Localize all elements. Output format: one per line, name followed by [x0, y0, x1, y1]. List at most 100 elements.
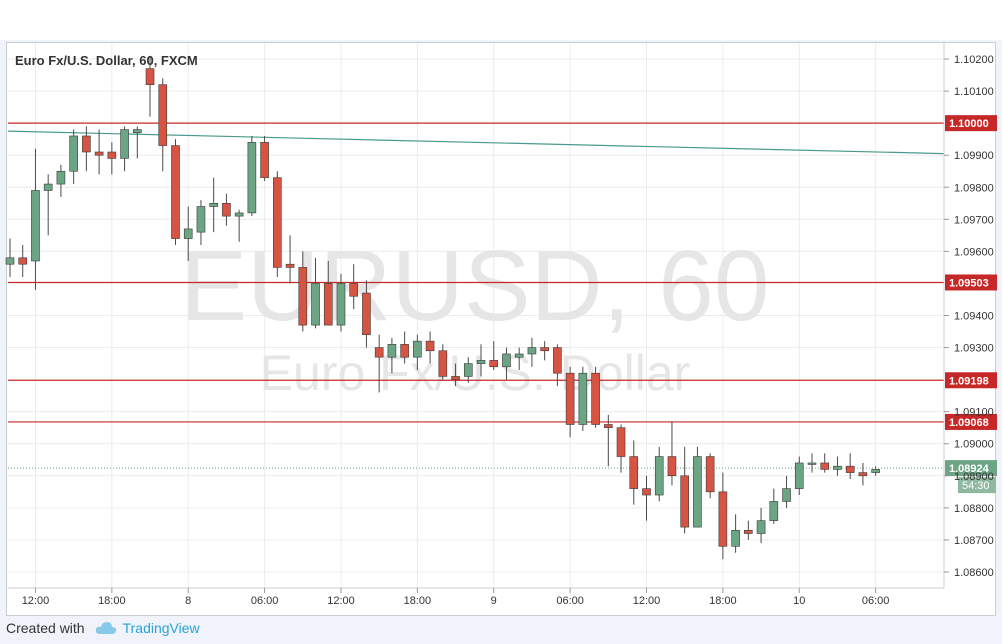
candle-bullish — [654, 456, 664, 496]
candle-bullish — [476, 360, 486, 364]
y-tick-label: 1.09400 — [954, 311, 994, 323]
candle-bearish — [323, 283, 333, 326]
candle-bearish — [425, 340, 435, 352]
candle-bearish — [158, 84, 168, 146]
candle-bullish — [69, 135, 78, 172]
y-tick-label: 1.08900 — [954, 471, 994, 483]
candle-bullish — [833, 465, 842, 470]
candle-bearish — [680, 475, 689, 528]
candle-bearish — [374, 347, 384, 358]
candle-bullish — [871, 469, 880, 473]
candle-bullish — [794, 462, 804, 489]
candle-bullish — [56, 170, 66, 185]
level-price-tag — [945, 413, 997, 430]
current-price-tag — [945, 460, 997, 477]
candle-bearish — [642, 488, 651, 496]
candle-bullish — [413, 340, 422, 358]
x-tick-label: 06:00 — [556, 595, 584, 607]
candle-bearish — [349, 283, 359, 297]
candle-bullish — [807, 462, 817, 465]
candle-bullish — [336, 283, 346, 326]
level-price-tag — [945, 274, 997, 291]
tradingview-link[interactable]: TradingView — [122, 620, 200, 636]
candle-bullish — [31, 190, 40, 262]
candle-bullish — [43, 183, 53, 191]
watermark-layer: EURUSD, 60 Euro Fx/U.S. Dollar — [180, 230, 769, 401]
watermark-name: Euro Fx/U.S. Dollar — [260, 345, 691, 401]
candle-bearish — [667, 456, 677, 477]
y-tick-label: 1.08600 — [954, 567, 994, 579]
candle-bearish — [629, 456, 639, 489]
candle-bullish — [209, 202, 218, 207]
candle-bullish — [247, 142, 257, 214]
candle-bearish — [553, 347, 562, 374]
y-tick-label: 1.10100 — [954, 86, 994, 98]
trend-line — [7, 130, 945, 155]
current-price-label: 1.08924 — [949, 463, 990, 475]
candle-bullish — [782, 488, 791, 502]
candle-bullish — [731, 529, 740, 547]
level-price-label: 1.09068 — [949, 417, 989, 429]
x-tick-label: 8 — [185, 595, 191, 607]
candle-bullish — [311, 283, 320, 326]
created-with-text: Created with — [6, 620, 85, 636]
candle-bearish — [744, 529, 753, 534]
candle-bearish — [858, 472, 868, 477]
candle-bullish — [693, 456, 702, 528]
candle-bearish — [845, 465, 855, 473]
candle-bearish — [400, 344, 409, 358]
candle-bullish — [5, 257, 15, 265]
level-price-label: 1.10000 — [949, 118, 989, 130]
x-tick-label: 18:00 — [404, 595, 432, 607]
candle-bullish — [183, 228, 193, 239]
candle-bearish — [705, 456, 715, 493]
candle-bearish — [260, 142, 269, 178]
candle-bearish — [451, 376, 460, 380]
level-price-label: 1.09503 — [949, 277, 989, 289]
x-tick-label: 9 — [491, 595, 497, 607]
grid-layer — [8, 43, 944, 588]
level-price-tag — [945, 372, 997, 389]
candles-layer — [5, 55, 880, 560]
candle-bearish — [540, 347, 549, 352]
candle-bearish — [222, 202, 231, 217]
x-tick-label: 12:00 — [327, 595, 355, 607]
y-tick-label: 1.09700 — [954, 214, 994, 226]
candle-bullish — [578, 372, 588, 425]
x-tick-label: 06:00 — [862, 595, 890, 607]
candle-bearish — [171, 145, 180, 239]
candle-bearish — [298, 267, 308, 326]
cloud-icon — [95, 621, 117, 635]
countdown-tag — [958, 477, 996, 494]
countdown-label: 54:30 — [962, 480, 990, 492]
level-price-label: 1.09198 — [949, 375, 989, 387]
candle-bearish — [604, 424, 613, 429]
candle-bearish — [565, 372, 575, 425]
x-tick-label: 12:00 — [22, 595, 50, 607]
candle-bearish — [362, 292, 371, 336]
y-tick-label: 1.09000 — [954, 439, 994, 451]
y-tick-label: 1.08700 — [954, 535, 994, 547]
axis-layer: 1.08600 1.08700 1.08800 1.08900 1.09000 1.091… — [8, 43, 994, 607]
candle-bullish — [387, 344, 397, 358]
x-tick-label: 10 — [793, 595, 805, 607]
candle-bearish — [107, 151, 117, 159]
y-tick-label: 1.09100 — [954, 407, 994, 419]
candle-bearish — [489, 360, 499, 368]
chart-title: Euro Fx/U.S. Dollar, 60, FXCM — [15, 53, 198, 68]
x-tick-label: 18:00 — [709, 595, 737, 607]
x-tick-label: 18:00 — [98, 595, 126, 607]
candle-bullish — [514, 353, 524, 358]
candle-bearish — [145, 68, 155, 85]
x-tick-label: 06:00 — [251, 595, 279, 607]
y-tick-label: 1.09900 — [954, 150, 994, 162]
candle-bullish — [196, 206, 206, 233]
candle-bearish — [18, 257, 28, 265]
candle-bearish — [438, 350, 448, 377]
candle-bullish — [463, 363, 473, 377]
candle-bearish — [94, 151, 104, 156]
candle-bullish — [502, 353, 511, 368]
y-tick-label: 1.10200 — [954, 54, 994, 66]
level-price-tag — [945, 115, 997, 132]
